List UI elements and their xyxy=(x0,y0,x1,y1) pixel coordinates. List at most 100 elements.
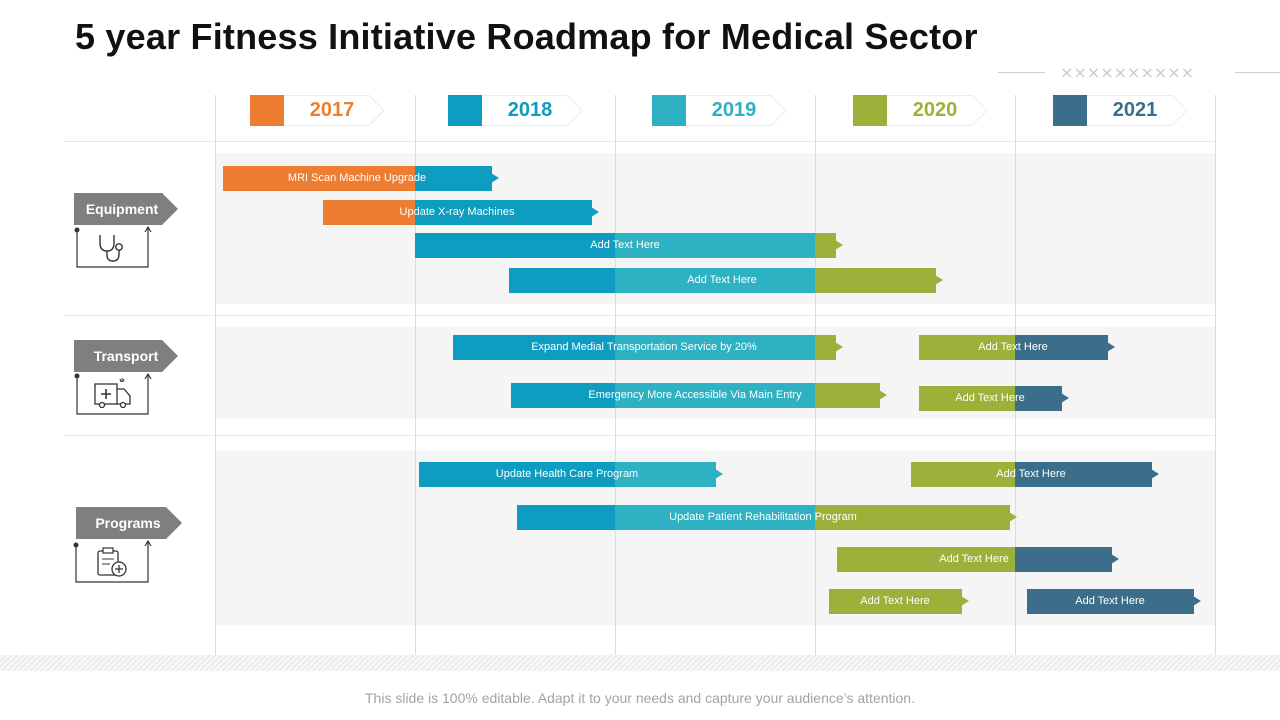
task-bar: MRI Scan Machine Upgrade xyxy=(223,166,499,191)
year-marker: 2019 xyxy=(652,95,787,126)
task-bar: Add Text Here xyxy=(509,268,943,293)
task-bar: Add Text Here xyxy=(837,547,1119,572)
task-year-segment xyxy=(615,383,816,408)
ambulance-icon xyxy=(74,372,152,415)
task-year-segment xyxy=(1015,462,1152,487)
year-marker: 2020 xyxy=(853,95,988,126)
year-tag xyxy=(284,95,385,126)
task-year-segment xyxy=(1015,386,1062,411)
task-label: Add Text Here xyxy=(996,468,1066,480)
task-arrowhead xyxy=(1111,554,1119,564)
task-label: Add Text Here xyxy=(590,239,660,251)
task-arrowhead xyxy=(879,390,887,400)
task-year-segment xyxy=(615,233,816,258)
task-arrowhead xyxy=(1009,512,1017,522)
task-label: MRI Scan Machine Upgrade xyxy=(287,172,427,184)
year-tag xyxy=(686,95,787,126)
task-bar: Update Health Care Program xyxy=(419,462,723,487)
task-year-segment xyxy=(615,505,816,530)
task-bar: Add Text Here xyxy=(911,462,1159,487)
year-label: 2020 xyxy=(912,99,958,121)
year-gridline xyxy=(815,95,816,655)
task-year-segment xyxy=(615,268,816,293)
task-year-segment xyxy=(615,462,716,487)
year-gridline xyxy=(215,95,216,655)
task-bar: Update Patient Rehabilitation Program xyxy=(517,505,1017,530)
year-label: 2018 xyxy=(507,99,553,121)
year-color-square xyxy=(250,95,284,126)
task-label: Update X-ray Machines xyxy=(399,206,515,218)
task-label: Update Patient Rehabilitation Program xyxy=(669,511,857,523)
page-title: 5 year Fitness Initiative Roadmap for Me… xyxy=(75,16,978,57)
task-label: Emergency More Accessible Via Main Entry xyxy=(588,389,802,401)
task-year-segment xyxy=(815,268,936,293)
task-label: Add Text Here xyxy=(1075,595,1145,607)
year-label: 2021 xyxy=(1112,99,1158,121)
task-year-segment xyxy=(517,505,616,530)
task-year-segment xyxy=(1015,547,1112,572)
category-tab xyxy=(74,193,178,225)
task-year-segment xyxy=(911,462,1016,487)
year-gridline xyxy=(1215,95,1216,655)
year-label: 2019 xyxy=(711,99,757,121)
task-arrowhead xyxy=(835,240,843,250)
year-marker: 2018 xyxy=(448,95,583,126)
task-arrowhead xyxy=(1061,393,1069,403)
year-color-square xyxy=(448,95,482,126)
year-color-square xyxy=(853,95,887,126)
task-year-segment xyxy=(815,505,1010,530)
task-bar: Add Text Here xyxy=(919,386,1069,411)
task-arrowhead xyxy=(1193,596,1201,606)
task-year-segment xyxy=(323,200,416,225)
year-tag xyxy=(887,95,988,126)
task-year-segment xyxy=(1015,335,1108,360)
task-arrowhead xyxy=(591,207,599,217)
task-year-segment xyxy=(453,335,616,360)
task-arrowhead xyxy=(1151,469,1159,479)
task-year-segment xyxy=(415,200,592,225)
task-arrowhead xyxy=(961,596,969,606)
task-label: Add Text Here xyxy=(860,595,930,607)
task-bar: Add Text Here xyxy=(1027,589,1201,614)
task-year-segment xyxy=(415,166,492,191)
task-year-segment xyxy=(419,462,616,487)
decorative-cross-pattern: ×××××××××× xyxy=(1060,63,1195,82)
task-label: Add Text Here xyxy=(978,341,1048,353)
stethoscope-icon xyxy=(74,225,152,268)
task-bar: Emergency More Accessible Via Main Entry xyxy=(511,383,887,408)
year-gridline xyxy=(1015,95,1016,655)
task-label: Expand Medial Transportation Service by … xyxy=(531,341,757,353)
task-year-segment xyxy=(919,335,1016,360)
task-year-segment xyxy=(615,335,816,360)
year-tag xyxy=(1087,95,1188,126)
task-arrowhead xyxy=(935,275,943,285)
task-bar: Add Text Here xyxy=(415,233,843,258)
task-year-segment xyxy=(815,383,880,408)
task-year-segment xyxy=(415,233,616,258)
task-year-segment xyxy=(815,335,836,360)
category-label: Equipment xyxy=(85,201,159,217)
task-arrowhead xyxy=(835,342,843,352)
category-label: Transport xyxy=(93,348,159,364)
category-label: Programs xyxy=(95,515,161,531)
year-marker: 2017 xyxy=(250,95,385,126)
task-arrowhead xyxy=(1107,342,1115,352)
year-color-square xyxy=(1053,95,1087,126)
task-label: Add Text Here xyxy=(687,274,757,286)
task-year-segment xyxy=(509,268,616,293)
task-arrowhead xyxy=(715,469,723,479)
category-tab xyxy=(76,507,182,539)
task-bar: Update X-ray Machines xyxy=(323,200,599,225)
decorative-line-right xyxy=(1235,72,1280,73)
task-year-segment xyxy=(919,386,1016,411)
row-separator xyxy=(64,315,1216,316)
task-arrowhead xyxy=(491,173,499,183)
task-bar: Expand Medial Transportation Service by … xyxy=(453,335,843,360)
task-label: Add Text Here xyxy=(939,553,1009,565)
decorative-line-left xyxy=(998,72,1045,73)
task-year-segment xyxy=(837,547,1016,572)
row-separator xyxy=(64,435,1216,436)
year-color-square xyxy=(652,95,686,126)
year-label: 2017 xyxy=(309,99,355,121)
task-year-segment xyxy=(815,233,836,258)
